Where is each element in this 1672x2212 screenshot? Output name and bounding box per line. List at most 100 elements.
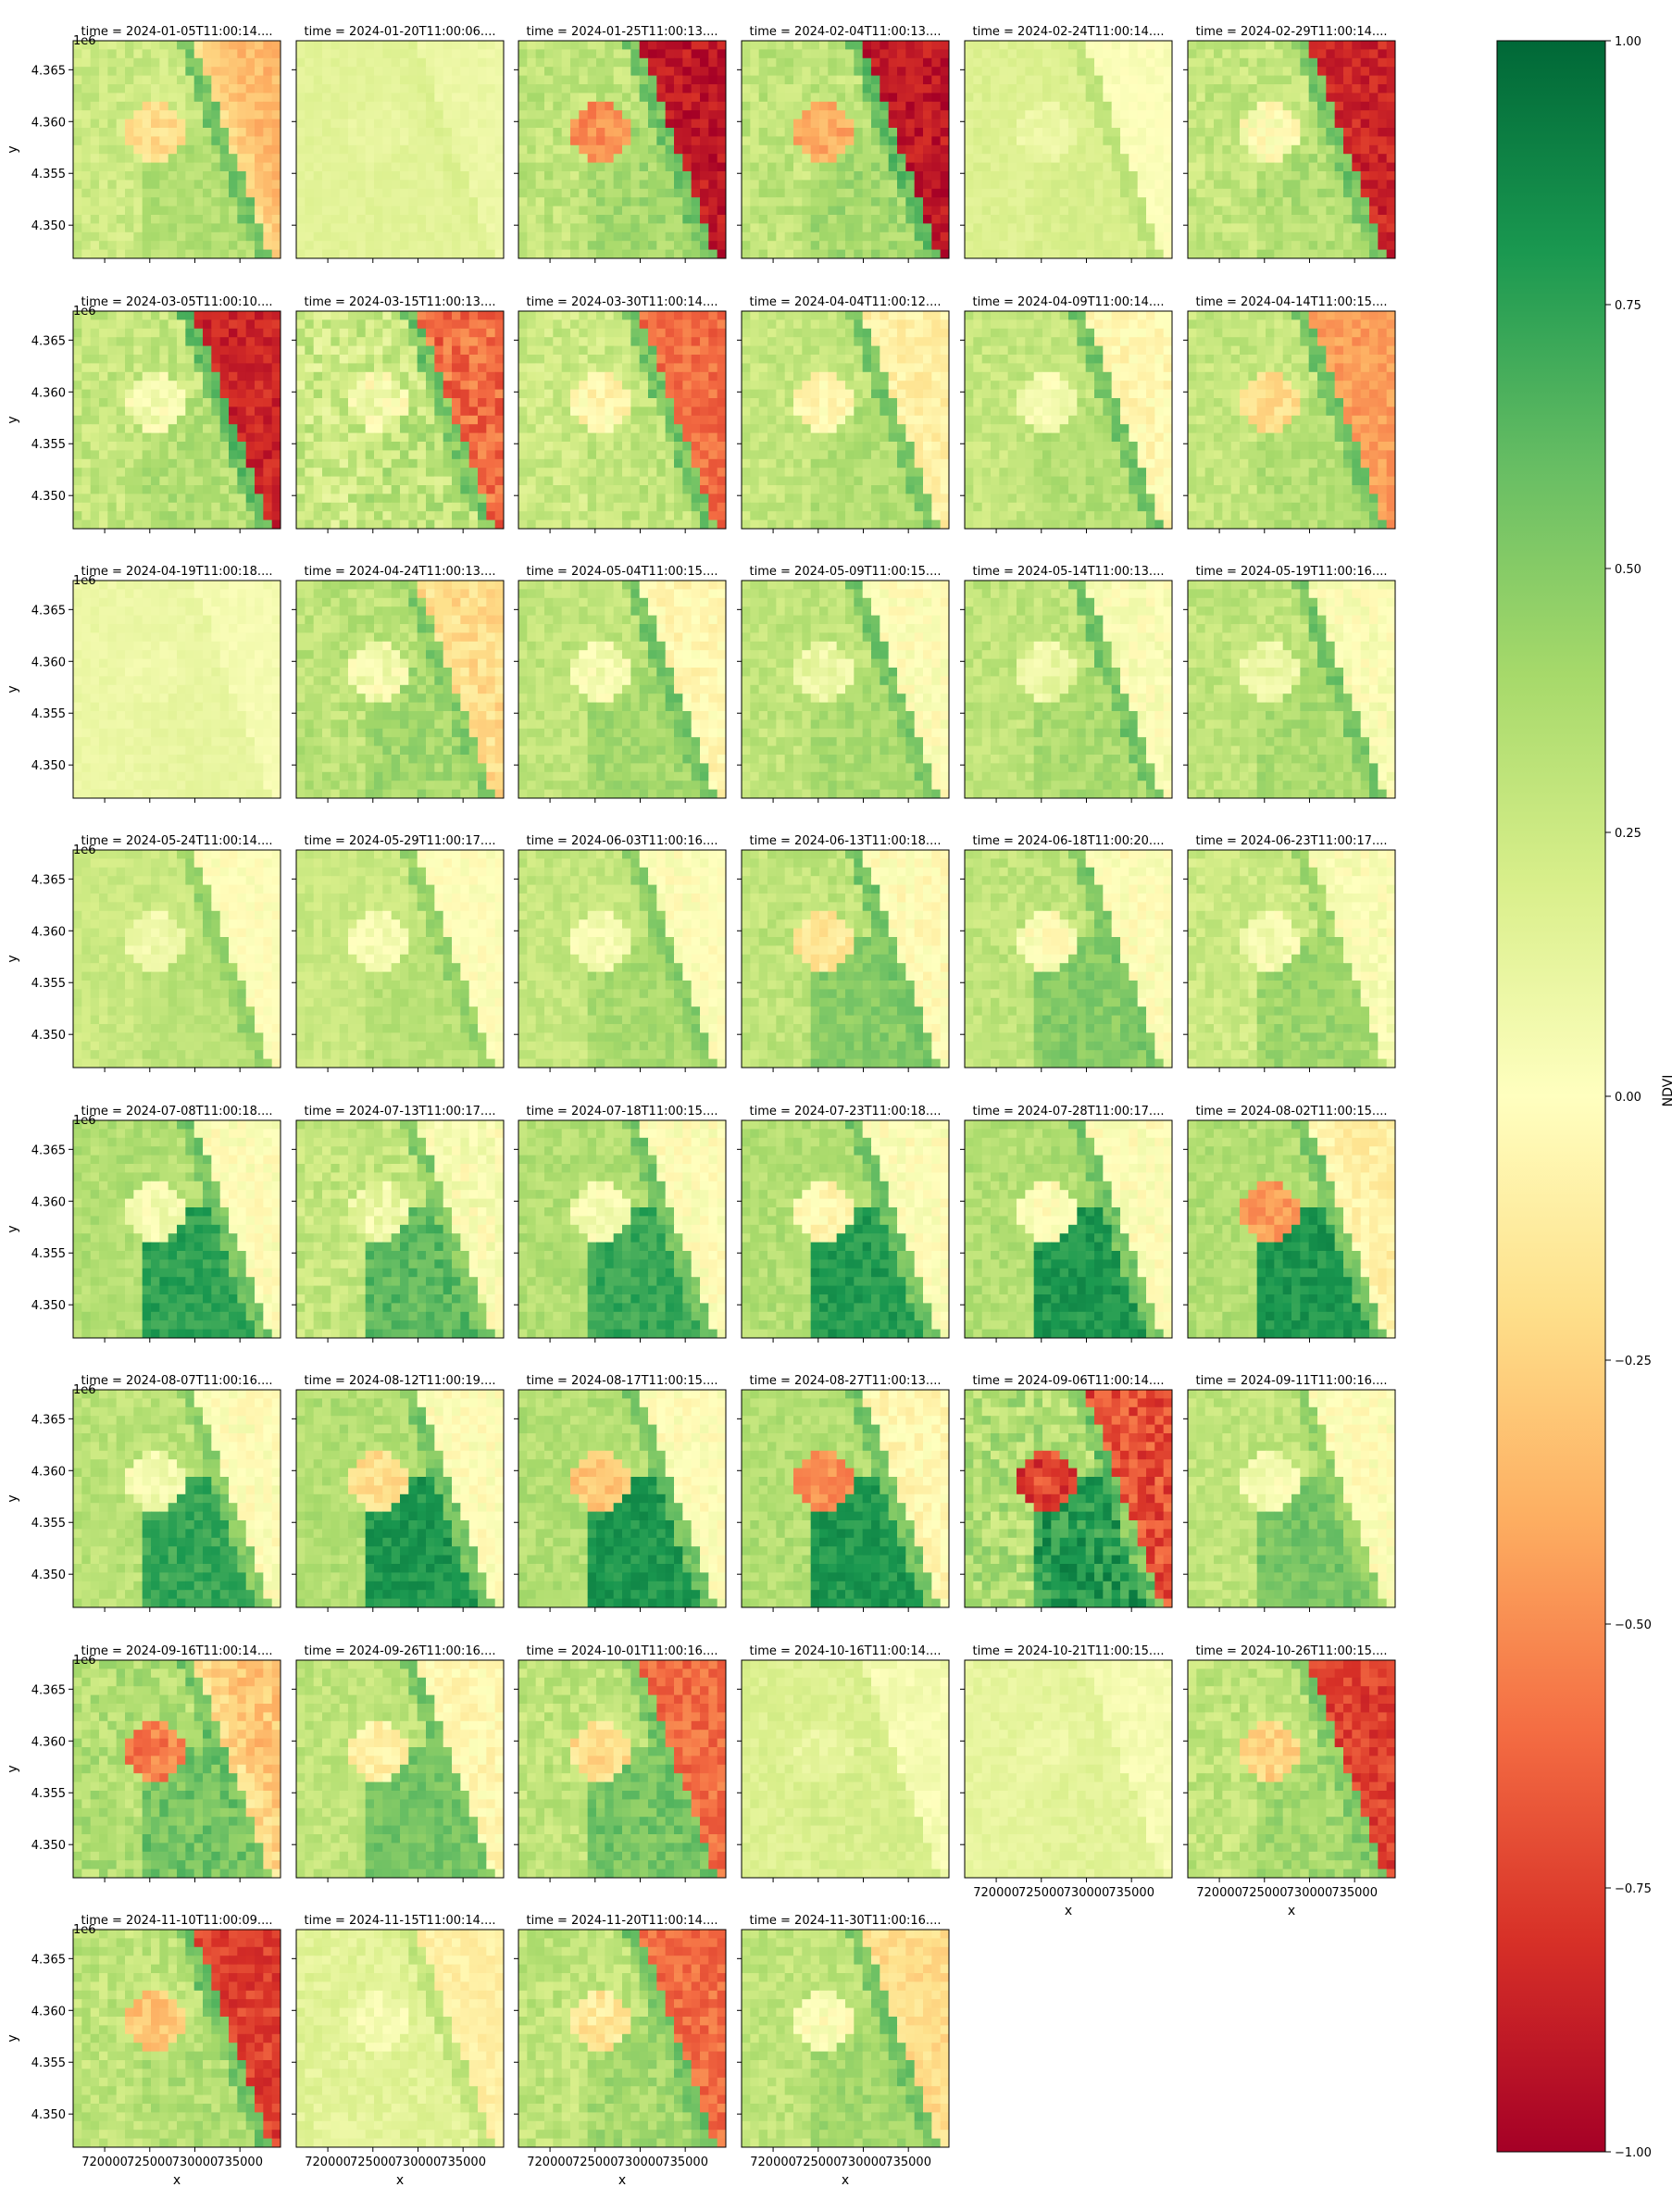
facet-panel: time = 2024-08-27T11:00:13.... — [737, 1374, 950, 1612]
x-tick-label: 720000 — [81, 2156, 128, 2169]
facet-panel: time = 2024-05-09T11:00:15.... — [737, 565, 950, 803]
ndvi-raster — [965, 1120, 1172, 1338]
ndvi-raster — [73, 1660, 281, 1878]
panel-frame — [72, 1929, 281, 2148]
panel-frame — [518, 1389, 727, 1608]
facet-panel: time = 2024-10-26T11:00:15.... 720000 7250… — [1183, 1644, 1396, 1918]
y-tick-label: 4.365 — [31, 604, 66, 618]
panel-title: time = 2024-06-18T11:00:20.... — [973, 834, 1165, 848]
facet-panels: time = 2024-01-05T11:00:14.... 4.365 4.360… — [6, 25, 1396, 2188]
panel-title: time = 2024-05-04T11:00:15.... — [527, 565, 718, 579]
facet-panel: time = 2024-04-14T11:00:15.... — [1183, 295, 1396, 533]
panel-title: time = 2024-04-19T11:00:18.... — [81, 565, 273, 579]
ndvi-raster — [73, 1930, 281, 2147]
panel-title: time = 2024-11-10T11:00:09.... — [81, 1914, 273, 1928]
ndvi-raster — [518, 1930, 726, 2147]
facet-panel: time = 2024-02-04T11:00:13.... — [737, 25, 950, 263]
x-axis-label: x — [396, 2173, 404, 2188]
panel-frame — [741, 40, 950, 259]
colorbar-ticks: 1.00 0.75 0.50 0.25 0.00 −0.25 −0.50 −0.75 −1.00 — [1605, 35, 1652, 2160]
y-axis-label: y — [6, 685, 20, 693]
y-tick-label: 4.355 — [31, 1517, 66, 1531]
panel-title: time = 2024-07-13T11:00:17.... — [305, 1105, 496, 1118]
x-tick-label: 735000 — [1331, 1886, 1378, 1900]
x-tick-label: 725000 — [127, 2156, 173, 2169]
panel-frame — [964, 849, 1173, 1069]
ndvi-raster — [965, 581, 1172, 798]
x-tick-label: 720000 — [1196, 1886, 1242, 1900]
panel-title: time = 2024-06-03T11:00:16.... — [527, 834, 718, 848]
panel-frame — [295, 580, 505, 799]
panel-frame — [72, 1119, 281, 1339]
panel-frame — [964, 580, 1173, 799]
panel-title: time = 2024-10-01T11:00:16.... — [527, 1644, 718, 1658]
panel-title: time = 2024-02-24T11:00:14.... — [973, 25, 1165, 39]
panel-frame — [72, 849, 281, 1069]
panel-frame — [295, 1389, 505, 1608]
ndvi-raster — [965, 41, 1172, 258]
x-tick-label: 735000 — [440, 2156, 486, 2169]
facet-panel: time = 2024-08-02T11:00:15.... — [1183, 1105, 1396, 1343]
facet-panel: time = 2024-11-30T11:00:16.... 720000 7250… — [737, 1914, 950, 2188]
facet-panel: time = 2024-09-11T11:00:16.... — [1183, 1374, 1396, 1612]
facet-panel: time = 2024-04-04T11:00:12.... — [737, 295, 950, 533]
panel-frame — [741, 580, 950, 799]
facet-panel: time = 2024-10-01T11:00:16.... — [514, 1644, 727, 1882]
facet-panel: time = 2024-05-14T11:00:13.... — [960, 565, 1173, 803]
panel-title: time = 2024-04-04T11:00:12.... — [750, 295, 942, 309]
panel-title: time = 2024-04-14T11:00:15.... — [1196, 295, 1388, 309]
panel-title: time = 2024-02-04T11:00:13.... — [750, 25, 942, 39]
panel-frame — [72, 40, 281, 259]
panel-frame — [518, 580, 727, 799]
ndvi-raster — [742, 41, 949, 258]
ndvi-raster — [296, 1120, 504, 1338]
y-tick-label: 4.355 — [31, 168, 66, 181]
ndvi-raster — [1188, 311, 1395, 529]
facet-panel: time = 2024-04-19T11:00:18.... 4.365 4.360… — [6, 565, 281, 803]
panel-title: time = 2024-02-29T11:00:14.... — [1196, 25, 1388, 39]
y-tick-label: 4.355 — [31, 977, 66, 991]
y-tick-label: 4.350 — [31, 219, 66, 233]
panel-title: time = 2024-01-20T11:00:06.... — [305, 25, 496, 39]
panel-title: time = 2024-05-24T11:00:14.... — [81, 834, 273, 848]
ndvi-raster — [1188, 1660, 1395, 1878]
y-axis-label: y — [6, 145, 20, 153]
facet-panel: time = 2024-10-21T11:00:15.... 720000 7250… — [960, 1644, 1173, 1918]
y-tick-label: 4.360 — [31, 1735, 66, 1749]
x-tick-label: 730000 — [841, 2156, 887, 2169]
panel-title: time = 2024-07-23T11:00:18.... — [750, 1105, 942, 1118]
y-tick-label: 4.365 — [31, 1683, 66, 1697]
panel-title: time = 2024-10-26T11:00:15.... — [1196, 1644, 1388, 1658]
facet-panel: time = 2024-06-03T11:00:16.... — [514, 834, 727, 1072]
colorbar-tick-label: −0.25 — [1615, 1355, 1652, 1368]
facet-panel: time = 2024-07-08T11:00:18.... 4.365 4.360… — [6, 1105, 281, 1343]
y-tick-label: 4.360 — [31, 1195, 66, 1209]
ndvi-raster — [742, 1930, 949, 2147]
panel-frame — [1187, 40, 1396, 259]
y-tick-label: 4.350 — [31, 1299, 66, 1313]
ndvi-raster — [296, 1930, 504, 2147]
facet-panel: time = 2024-04-09T11:00:14.... — [960, 295, 1173, 533]
x-tick-label: 720000 — [973, 1886, 1019, 1900]
colorbar-tick-label: 0.25 — [1615, 827, 1641, 841]
x-tick-label: 720000 — [527, 2156, 573, 2169]
x-tick-label: 725000 — [1018, 1886, 1065, 1900]
x-tick-label: 730000 — [172, 2156, 218, 2169]
x-axis-label: x — [618, 2173, 626, 2188]
panel-frame — [295, 1119, 505, 1339]
x-axis-label: x — [842, 2173, 849, 2188]
panel-frame — [518, 1659, 727, 1879]
colorbar-gradient — [1496, 40, 1606, 2153]
y-tick-label: 4.355 — [31, 438, 66, 452]
colorbar-tick-label: 0.00 — [1615, 1091, 1641, 1105]
y-offset-label: 1e6 — [73, 34, 96, 48]
y-tick-label: 4.365 — [31, 873, 66, 887]
y-tick-label: 4.355 — [31, 707, 66, 721]
y-tick-label: 4.360 — [31, 925, 66, 939]
ndvi-raster — [296, 311, 504, 529]
panel-title: time = 2024-05-09T11:00:15.... — [750, 565, 942, 579]
colorbar-tick-label: 0.50 — [1615, 563, 1641, 577]
x-axis-label: x — [1288, 1904, 1295, 1918]
y-tick-label: 4.360 — [31, 656, 66, 669]
x-tick-label: 720000 — [305, 2156, 351, 2169]
